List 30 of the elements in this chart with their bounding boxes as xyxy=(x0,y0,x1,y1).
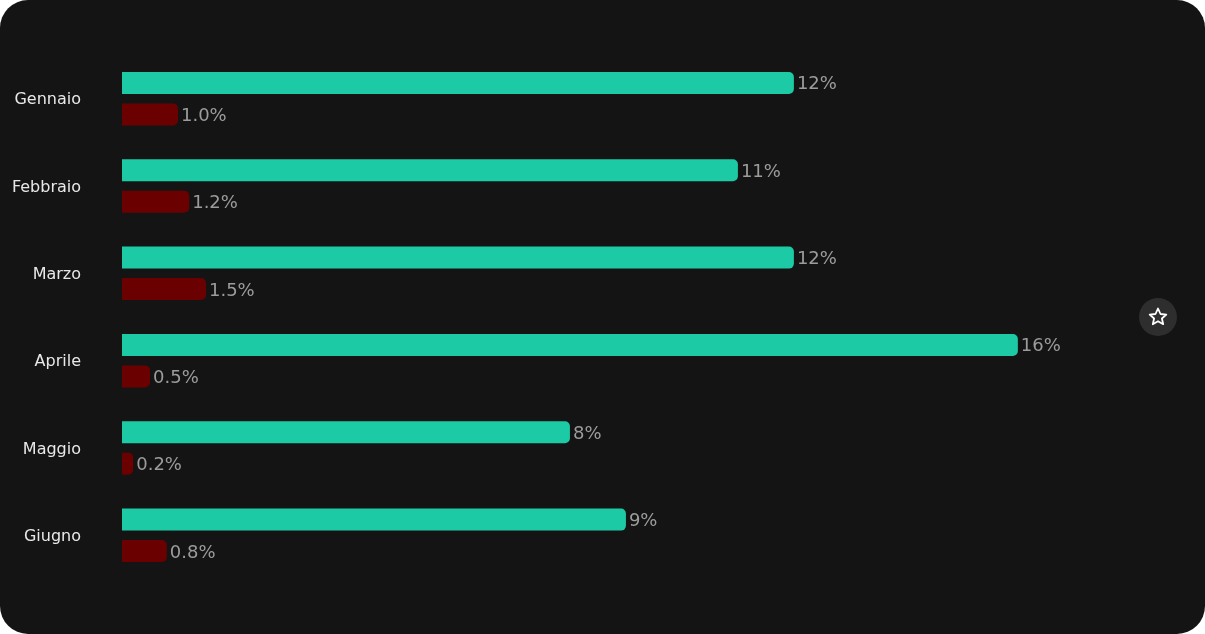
data-label: 0.8% xyxy=(169,540,216,562)
y-tick-label: Marzo xyxy=(32,263,81,283)
y-tick-label: Aprile xyxy=(34,351,81,371)
data-label: 0.5% xyxy=(153,365,199,387)
data-label: 11% xyxy=(740,159,781,181)
data-label: 9% xyxy=(628,509,658,531)
bar xyxy=(122,333,1018,356)
bar xyxy=(122,421,570,444)
bar xyxy=(122,103,178,126)
bar xyxy=(122,508,626,531)
bar xyxy=(122,452,134,475)
data-label: 1.0% xyxy=(180,103,227,125)
data-label: 12% xyxy=(796,72,837,94)
bar xyxy=(122,159,738,182)
y-tick-label: Giugno xyxy=(23,525,81,545)
data-label: 1.5% xyxy=(208,278,255,300)
y-tick-label: Gennaio xyxy=(14,89,81,109)
bar xyxy=(122,540,167,563)
bar xyxy=(122,365,150,388)
data-label: 1.2% xyxy=(192,191,238,213)
data-label: 8% xyxy=(572,421,602,443)
data-label: 0.2% xyxy=(136,453,182,475)
bar xyxy=(122,190,190,213)
bar xyxy=(122,246,794,269)
bar xyxy=(122,278,206,301)
data-label: 16% xyxy=(1020,334,1061,356)
y-tick-label: Maggio xyxy=(22,438,81,458)
data-label: 12% xyxy=(796,247,837,269)
bar xyxy=(122,71,794,94)
y-tick-label: Febbraio xyxy=(11,176,81,196)
